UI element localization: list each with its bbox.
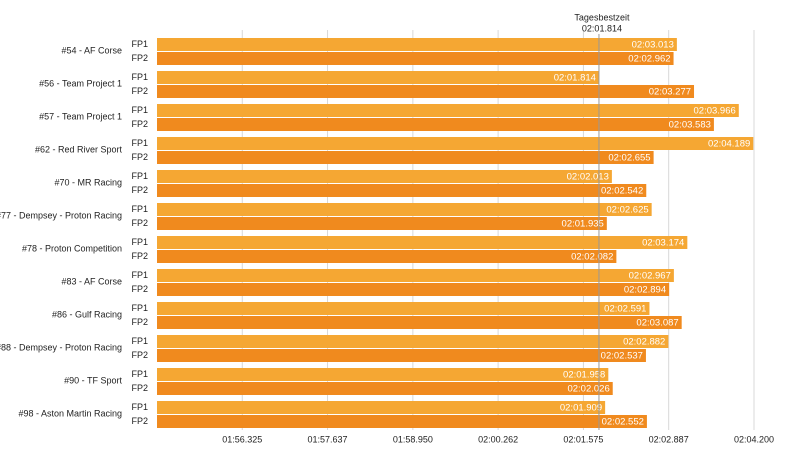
bar	[157, 269, 674, 282]
bar	[157, 203, 652, 216]
x-tick-label: 02:01.575	[563, 434, 603, 444]
annotation-value: 02:01.814	[582, 23, 622, 33]
bar	[157, 184, 647, 197]
bar	[157, 382, 613, 395]
series-label: FP2	[131, 119, 148, 129]
series-label: FP2	[131, 251, 148, 261]
bar	[157, 71, 599, 84]
bar	[157, 316, 682, 329]
series-label: FP1	[131, 303, 148, 313]
bar	[157, 85, 695, 98]
x-tick-label: 02:04.200	[734, 434, 774, 444]
value-label: 02:04.189	[708, 139, 750, 150]
value-label: 02:02.967	[629, 271, 671, 282]
category-label: #86 - Gulf Racing	[52, 309, 122, 319]
value-label: 02:03.966	[694, 106, 736, 117]
value-label: 02:02.552	[602, 417, 644, 428]
bar	[157, 118, 714, 131]
bar	[157, 217, 607, 230]
series-label: FP2	[131, 284, 148, 294]
series-label: FP1	[131, 336, 148, 346]
value-label: 02:02.894	[624, 285, 666, 296]
category-label: #62 - Red River Sport	[35, 144, 123, 154]
bar	[157, 349, 646, 362]
bar	[157, 368, 609, 381]
series-label: FP1	[131, 138, 148, 148]
value-label: 02:03.013	[632, 40, 674, 51]
series-label: FP1	[131, 204, 148, 214]
series-label: FP2	[131, 383, 148, 393]
bar	[157, 104, 739, 117]
value-label: 02:03.277	[649, 87, 691, 98]
category-label: #83 - AF Corse	[61, 276, 122, 286]
value-label: 02:03.583	[669, 120, 711, 131]
series-label: FP2	[131, 152, 148, 162]
series-label: FP2	[131, 317, 148, 327]
value-label: 02:03.174	[642, 238, 684, 249]
series-label: FP2	[131, 416, 148, 426]
x-tick-label: 01:56.325	[222, 434, 262, 444]
bar	[157, 151, 654, 164]
bar	[157, 52, 674, 65]
bar	[157, 283, 670, 296]
category-label: #90 - TF Sport	[64, 375, 122, 385]
category-label: #98 - Aston Martin Racing	[18, 408, 122, 418]
value-label: 02:02.013	[567, 172, 609, 183]
value-label: 02:02.625	[606, 205, 648, 216]
bar	[157, 137, 754, 150]
x-tick-label: 02:02.887	[649, 434, 689, 444]
series-label: FP1	[131, 270, 148, 280]
value-label: 02:01.814	[554, 73, 596, 84]
series-label: FP1	[131, 39, 148, 49]
category-label: #77 - Dempsey - Proton Racing	[0, 210, 122, 220]
value-label: 02:02.882	[623, 337, 665, 348]
series-label: FP1	[131, 171, 148, 181]
series-label: FP2	[131, 218, 148, 228]
bar	[157, 401, 606, 414]
series-label: FP2	[131, 185, 148, 195]
series-label: FP2	[131, 86, 148, 96]
category-label: #54 - AF Corse	[61, 45, 122, 55]
value-label: 02:01.909	[560, 403, 602, 414]
category-label: #78 - Proton Competition	[22, 243, 122, 253]
value-label: 02:02.082	[571, 252, 613, 263]
x-tick-label: 01:58.950	[393, 434, 433, 444]
bar	[157, 236, 688, 249]
value-label: 02:02.962	[628, 54, 670, 65]
bar	[157, 38, 677, 51]
category-label: #70 - MR Racing	[54, 177, 122, 187]
value-label: 02:01.958	[563, 370, 605, 381]
value-label: 02:02.026	[567, 384, 609, 395]
series-label: FP1	[131, 402, 148, 412]
value-label: 02:02.537	[601, 351, 643, 362]
bar	[157, 170, 612, 183]
x-tick-label: 02:00.262	[478, 434, 518, 444]
bar	[157, 250, 617, 263]
bar	[157, 302, 650, 315]
series-label: FP1	[131, 105, 148, 115]
category-label: #88 - Dempsey - Proton Racing	[0, 342, 122, 352]
series-label: FP1	[131, 237, 148, 247]
series-label: FP1	[131, 72, 148, 82]
value-label: 02:02.542	[601, 186, 643, 197]
x-tick-label: 01:57.637	[308, 434, 348, 444]
category-label: #57 - Team Project 1	[39, 111, 122, 121]
value-label: 02:02.591	[604, 304, 646, 315]
annotation-label: Tagesbestzeit	[574, 12, 630, 22]
value-label: 02:01.935	[562, 219, 604, 230]
value-label: 02:03.087	[636, 318, 678, 329]
series-label: FP2	[131, 53, 148, 63]
value-label: 02:02.655	[608, 153, 650, 164]
series-label: FP2	[131, 350, 148, 360]
bar	[157, 415, 647, 428]
category-label: #56 - Team Project 1	[39, 78, 122, 88]
series-label: FP1	[131, 369, 148, 379]
bar	[157, 335, 669, 348]
